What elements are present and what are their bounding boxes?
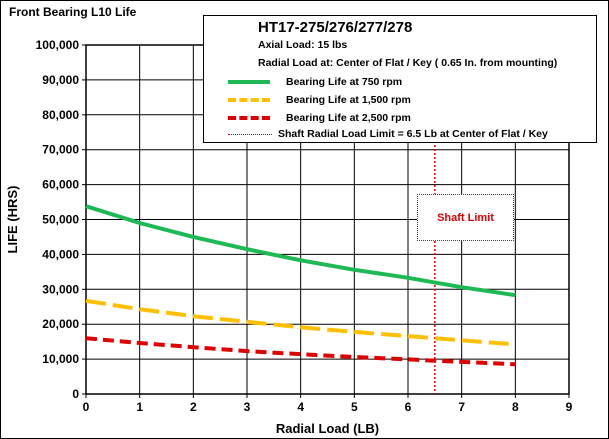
y-tick-label-10: 100,000 [36,38,80,52]
legend-label-shaft-limit: Shaft Radial Load Limit = 6.5 Lb at Cent… [278,128,548,140]
legend-label-1500: Bearing Life at 1,500 rpm [286,94,411,106]
legend-swatch-750 [228,80,270,84]
x-tick-label-4: 4 [297,400,304,414]
y-tick-label-7: 70,000 [42,143,79,157]
y-tick-label-3: 30,000 [42,282,79,296]
y-tick-label-5: 50,000 [42,213,79,227]
legend-entry-2500: Bearing Life at 2,500 rpm [228,110,411,126]
legend-label-750: Bearing Life at 750 rpm [286,76,402,88]
legend-swatch-2500 [228,116,270,120]
x-tick-label-9: 9 [566,400,573,414]
y-tick-label-1: 10,000 [42,352,79,366]
y-tick-label-4: 40,000 [42,247,79,261]
chart-title: Front Bearing L10 Life [9,5,136,19]
y-axis-label: LIFE (HRS) [5,186,20,254]
x-tick-label-1: 1 [136,400,143,414]
legend-swatch-shaft-limit [228,134,272,135]
legend-swatch-1500 [228,98,270,102]
legend-radial-load: Radial Load at: Center of Flat / Key ( 0… [258,57,557,69]
y-tick-label-6: 60,000 [42,178,79,192]
x-tick-label-5: 5 [351,400,358,414]
y-tick-label-0: 0 [72,387,79,401]
legend: HT17-275/276/277/278 Axial Load: 15 lbs … [203,15,597,143]
y-tick-label-2: 20,000 [42,317,79,331]
x-tick-label-0: 0 [83,400,90,414]
x-tick-label-3: 3 [244,400,251,414]
shaft-limit-label-box: Shaft Limit [417,194,514,241]
shaft-limit-label: Shaft Limit [437,212,494,224]
legend-axial-load: Axial Load: 15 lbs [258,39,347,51]
y-tick-label-8: 80,000 [42,108,79,122]
x-tick-label-7: 7 [458,400,465,414]
x-axis-label: Radial Load (LB) [276,421,379,436]
x-tick-label-6: 6 [405,400,412,414]
x-tick-label-8: 8 [512,400,519,414]
legend-title: HT17-275/276/277/278 [258,19,412,36]
y-tick-label-9: 90,000 [42,73,79,87]
legend-label-2500: Bearing Life at 2,500 rpm [286,112,411,124]
legend-entry-750: Bearing Life at 750 rpm [228,74,402,90]
legend-entry-1500: Bearing Life at 1,500 rpm [228,92,411,108]
x-tick-label-2: 2 [190,400,197,414]
legend-entry-shaft-limit: Shaft Radial Load Limit = 6.5 Lb at Cent… [228,126,548,142]
